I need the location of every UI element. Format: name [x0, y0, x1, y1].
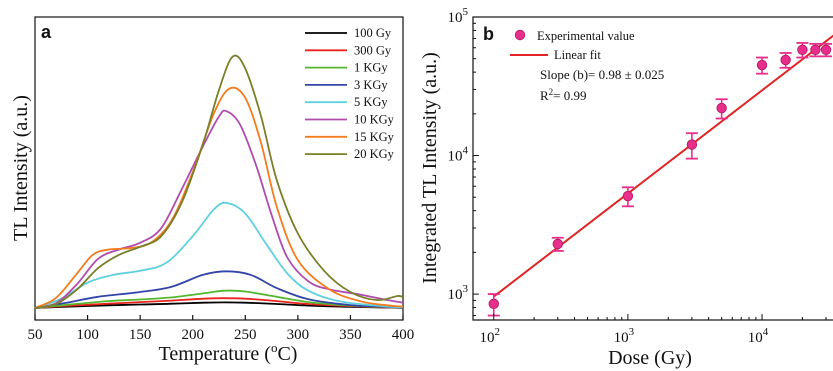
- chart-b-panel-label: b: [483, 24, 494, 44]
- chart-b-point-3: [686, 139, 698, 150]
- chart-a-legend-label-7: 20 KGy: [354, 147, 395, 161]
- chart-b-point-7: [797, 44, 808, 55]
- chart-b-x-tick-label-2: 104: [748, 326, 769, 346]
- chart-a-series-line-6: [34, 86, 404, 309]
- chart-b-point-8: [810, 44, 821, 55]
- chart-b-slope-annotation: Slope (b)= 0.98 ± 0.025: [540, 67, 664, 82]
- chart-a-series-line-7: [34, 54, 404, 309]
- chart-a-x-axis-title: Temperature (oC): [159, 340, 298, 365]
- chart-a-legend-label-5: 10 KGy: [354, 113, 395, 127]
- chart-b-y-tick-label-exp-0: 3: [463, 283, 469, 295]
- chart-a-legend-label-0: 100 Gy: [354, 26, 392, 40]
- chart-b-r2-sup: 2: [549, 87, 554, 97]
- chart-b-y-tick-label-exp-2: 5: [463, 6, 469, 18]
- chart-b-x-tick-label-exp-2: 4: [763, 326, 769, 338]
- chart-a-legend-label-1: 300 Gy: [354, 43, 392, 57]
- chart-a-x-axis-title-end: C): [277, 343, 297, 365]
- chart-b-legend: Experimental value Linear fit: [510, 29, 635, 62]
- chart-b-plot-frame: [472, 16, 833, 321]
- chart-a-x-tick-label-5: 300: [287, 327, 310, 343]
- chart-b-r2-suffix: = 0.99: [553, 88, 586, 103]
- chart-b-x-axis-title: Dose (Gy): [608, 347, 692, 369]
- chart-b-point-6: [780, 54, 791, 66]
- chart-a-legend-label-3: 3 KGy: [354, 78, 388, 92]
- chart-a-plot-frame: [34, 16, 404, 321]
- chart-b-x-tick-label-exp-1: 3: [629, 326, 635, 338]
- chart-b-x-ticks: 102 103 104: [480, 314, 827, 346]
- chart-a-x-axis-title-sup: o: [271, 340, 278, 355]
- chart-a-x-tick-label-1: 100: [76, 327, 99, 343]
- chart-a-legend-label-6: 15 KGy: [354, 130, 395, 144]
- chart-a-legend-label-2: 1 KGy: [354, 61, 388, 75]
- chart-b-r2-annotation: R2= 0.99: [540, 87, 587, 103]
- chart-b-point-5: [756, 59, 768, 71]
- chart-b-x-tick-label-exp-0: 2: [495, 326, 501, 338]
- chart-b-legend-label-0: Experimental value: [537, 29, 635, 43]
- chart-a-x-tick-label-6: 350: [339, 327, 362, 343]
- chart-a-x-axis-title-main: Temperature (: [159, 343, 272, 365]
- chart-b-point-1: [552, 238, 563, 250]
- chart-b-point-0: [488, 298, 499, 310]
- chart-a-legend-label-4: 5 KGy: [354, 95, 388, 109]
- chart-b-y-tick-label-2: 105: [448, 6, 469, 26]
- chart-b-x-tick-label-1: 103: [614, 326, 635, 346]
- chart-b-y-axis-title: Integrated TL Intensity (a.u.): [419, 52, 441, 284]
- chart-b-point-2: [622, 190, 634, 202]
- chart-b-y-tick-label-1: 104: [448, 145, 469, 165]
- chart-a-x-tick-label-3: 200: [181, 327, 204, 343]
- chart-b-point-9: [820, 44, 832, 55]
- chart-a-x-tick-label-2: 150: [129, 327, 152, 343]
- chart-b-y-tick-label-0: 103: [448, 283, 469, 303]
- chart-a-series-line-4: [34, 201, 404, 309]
- chart-b-legend-label-1: Linear fit: [554, 48, 601, 62]
- chart-a-series-line-5: [34, 109, 404, 309]
- chart-b-points: [487, 42, 833, 317]
- chart-b-r2-prefix: R: [540, 88, 549, 103]
- chart-b-x-tick-label-0: 102: [480, 326, 501, 346]
- chart-a-panel-label: a: [41, 22, 52, 42]
- chart-a-curves: [34, 54, 404, 309]
- chart-a-x-tick-label-0: 50: [28, 327, 43, 343]
- chart-b-fit-line: [493, 34, 833, 298]
- chart-b-point-4: [716, 102, 727, 114]
- chart-a-x-tick-label-4: 250: [234, 327, 257, 343]
- chart-a-x-tick-label-7: 400: [392, 327, 415, 343]
- chart-a-legend: 100 Gy 300 Gy 1 KGy 3 KGy 5 KGy 10 KGy 15 KGy 2…: [305, 26, 395, 161]
- chart-b-y-ticks: 103 104 105: [448, 6, 479, 317]
- chart-b-y-tick-label-exp-1: 4: [463, 145, 469, 157]
- chart-a-x-ticks: 50 100 150 200 250 300 350 400: [28, 315, 415, 343]
- chart-b-legend-marker: [514, 29, 526, 41]
- chart-a-y-axis-title: TL Intensity (a.u.): [10, 95, 32, 241]
- chart-b-fit-group: [493, 34, 833, 298]
